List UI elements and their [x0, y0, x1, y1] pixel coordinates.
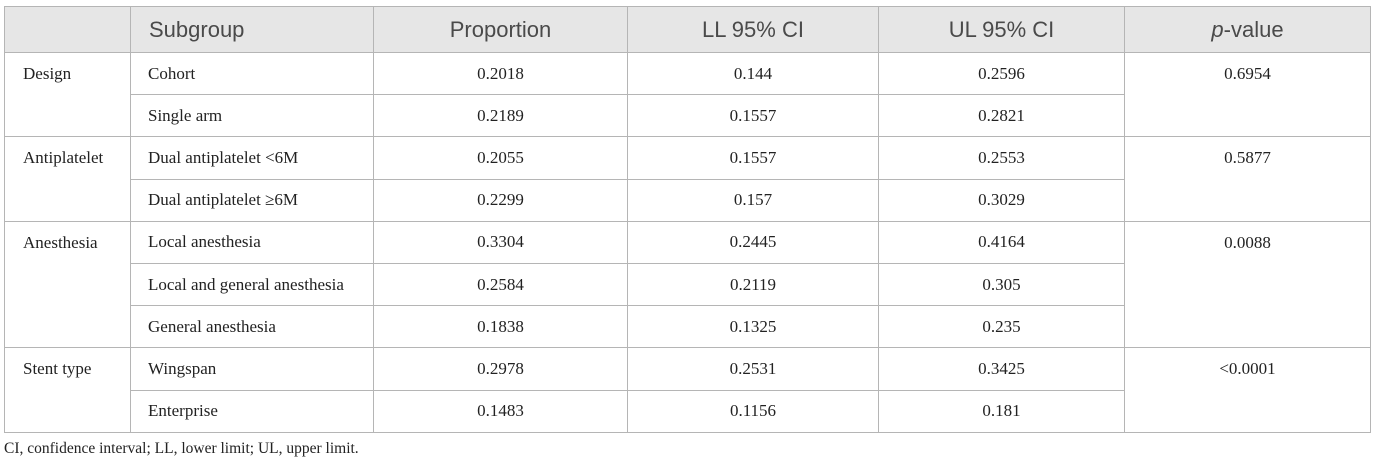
value-cell: 0.3304 [373, 220, 628, 264]
header-cell: UL 95% CI [878, 6, 1125, 53]
header-cell [4, 6, 131, 53]
subgroup-cell: Wingspan [130, 347, 374, 391]
header-cell: Proportion [373, 6, 628, 53]
table-row: Anesthesia Local anesthesia 0.3304 0.2445 0.… [4, 220, 1371, 349]
value-cell: 0.2119 [627, 262, 879, 307]
p-value-cell: 0.6954 [1124, 51, 1371, 138]
subgroup-cell: Dual antiplatelet ≥6M [130, 178, 374, 222]
value-cell: 0.2055 [373, 136, 628, 180]
table-row: Stent type Wingspan 0.2978 0.2531 0.3425 <0.0… [4, 347, 1371, 433]
value-cell: 0.2018 [373, 51, 628, 96]
value-cell: 0.305 [878, 262, 1125, 307]
value-cell: 0.2596 [878, 51, 1125, 96]
value-cell: 0.2445 [627, 220, 879, 264]
value-cell: 0.1557 [627, 136, 879, 180]
subgroup-cell: Local anesthesia [130, 220, 374, 264]
group-cell: Anesthesia [4, 220, 131, 349]
group-cell: Antiplatelet [4, 136, 131, 222]
group-cell: Stent type [4, 347, 131, 433]
value-cell: 0.3425 [878, 347, 1125, 391]
header-cell: p-value [1124, 6, 1371, 53]
results-table: Subgroup Proportion LL 95% CI UL 95% CI p-va… [4, 6, 1371, 433]
value-cell: 0.144 [627, 51, 879, 96]
value-cell: 0.2978 [373, 347, 628, 391]
p-value-cell: <0.0001 [1124, 347, 1371, 433]
header-text: p [1211, 16, 1224, 42]
value-cell: 0.2189 [373, 94, 628, 138]
subgroup-cell: Single arm [130, 94, 374, 138]
header-cell: LL 95% CI [627, 6, 879, 53]
value-cell: 0.1325 [627, 305, 879, 349]
table-row: Design Cohort 0.2018 0.144 0.2596 0.6954 [4, 51, 1371, 138]
value-cell: 0.1156 [627, 389, 879, 433]
value-cell: 0.3029 [878, 178, 1125, 222]
value-cell: 0.1483 [373, 389, 628, 433]
subgroup-cell: Local and general anesthesia [130, 262, 374, 307]
subgroup-cell: Cohort [130, 51, 374, 96]
value-cell: 0.235 [878, 305, 1125, 349]
subgroup-cell: Enterprise [130, 389, 374, 433]
subgroup-cell: Dual antiplatelet <6M [130, 136, 374, 180]
value-cell: 0.4164 [878, 220, 1125, 264]
value-cell: 0.157 [627, 178, 879, 222]
footnote: CI, confidence interval; LL, lower limit… [4, 440, 359, 457]
group-cell: Design [4, 51, 131, 138]
value-cell: 0.2531 [627, 347, 879, 391]
header-row: Subgroup Proportion LL 95% CI UL 95% CI p-va… [4, 6, 1371, 53]
header-cell: Subgroup [130, 6, 374, 53]
p-value-cell: 0.5877 [1124, 136, 1371, 222]
value-cell: 0.2821 [878, 94, 1125, 138]
value-cell: 0.2553 [878, 136, 1125, 180]
value-cell: 0.1557 [627, 94, 879, 138]
table-row: Single arm 0.2189 0.1557 0.2821 [5, 94, 1371, 138]
p-value-cell: 0.0088 [1124, 220, 1371, 349]
value-cell: 0.2584 [373, 262, 628, 307]
table-row: Local and general anesthesia 0.2584 0.2119… [5, 262, 1371, 307]
table-row: Enterprise 0.1483 0.1156 0.181 [5, 389, 1371, 433]
table-row: Antiplatelet Dual antiplatelet <6M 0.2055 0… [4, 136, 1371, 222]
subgroup-cell: General anesthesia [130, 305, 374, 349]
value-cell: 0.1838 [373, 305, 628, 349]
table-row: General anesthesia 0.1838 0.1325 0.235 [5, 305, 1371, 349]
value-cell: 0.181 [878, 389, 1125, 433]
header-text: -value [1223, 16, 1284, 42]
table-row: Dual antiplatelet ≥6M 0.2299 0.157 0.3029 [5, 178, 1371, 222]
value-cell: 0.2299 [373, 178, 628, 222]
